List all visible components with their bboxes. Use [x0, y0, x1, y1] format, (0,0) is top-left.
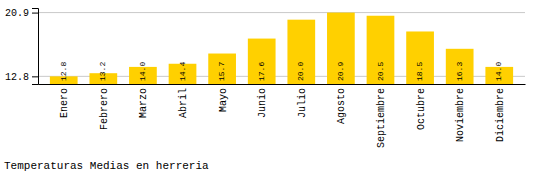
bar [446, 49, 474, 84]
tick-label: Diciembre [495, 88, 506, 142]
data-label: 16.3 [455, 62, 464, 81]
tick-label: Mayo [218, 88, 229, 112]
x-tick: Agosto [336, 88, 347, 124]
chart-svg: 12.8 13.2 14.0 14.4 15.7 17.6 20.0 20.9 20.5 18.5… [0, 0, 537, 174]
bar [248, 39, 276, 84]
axis-line [39, 84, 526, 85]
data-label: 17.6 [257, 62, 266, 81]
data-label: 20.5 [376, 62, 385, 81]
x-tick: Junio [257, 88, 268, 118]
tick-mark [32, 13, 38, 14]
bar [208, 54, 236, 84]
bars [50, 13, 513, 84]
tick-label: Agosto [336, 88, 347, 124]
tick-mark [32, 76, 38, 77]
data-label: 13.2 [98, 62, 107, 81]
data-label: 12.8 [59, 62, 68, 81]
data-label: 20.9 [336, 62, 345, 81]
tick-label: 12.8 [5, 72, 29, 83]
tick-label: Febrero [99, 88, 110, 130]
data-label: 14.0 [494, 62, 503, 81]
x-tick: Abril [178, 88, 189, 118]
tick-label: Marzo [138, 88, 149, 118]
tick-label: Noviembre [455, 88, 466, 142]
data-labels: 12.8 13.2 14.0 14.4 15.7 17.6 20.0 20.9 20.5 18.5… [59, 62, 504, 81]
bar [327, 13, 355, 84]
x-tick: Septiembre [376, 88, 387, 148]
x-tick: Julio [297, 88, 308, 118]
data-label: 14.0 [138, 62, 147, 81]
data-label: 18.5 [415, 62, 424, 81]
x-tick: Diciembre [495, 88, 506, 142]
tick-label: Julio [297, 88, 308, 118]
data-label: 14.4 [178, 62, 187, 81]
x-tick: Febrero [99, 88, 110, 130]
x-tick: Noviembre [455, 88, 466, 142]
x-tick: Octubre [416, 88, 427, 130]
bar [287, 20, 315, 84]
bar [406, 31, 434, 84]
y-tick: 20.9 [5, 8, 38, 19]
tick-label: Enero [59, 88, 70, 118]
title: Temperaturas Medias en herreria [4, 160, 209, 172]
grid-line [38, 12, 525, 13]
tick-label: Abril [178, 88, 189, 118]
tick-label: Septiembre [376, 88, 387, 148]
axis-line [32, 9, 39, 85]
data-label: 15.7 [217, 62, 226, 81]
tick-label: Octubre [416, 88, 427, 130]
y-tick: 12.8 [5, 72, 38, 83]
bar [367, 16, 395, 84]
chart-container: 12.8 13.2 14.0 14.4 15.7 17.6 20.0 20.9 20.5 18.5… [0, 0, 537, 174]
data-label: 20.0 [296, 62, 305, 81]
x-tick: Marzo [138, 88, 149, 118]
tick-label: 20.9 [5, 8, 29, 19]
x-tick: Enero [59, 88, 70, 118]
x-axis: Enero Febrero Marzo Abril Mayo Junio Julio Agos… [39, 85, 526, 149]
y-axis: 12.8 20.9 [5, 8, 39, 84]
x-tick: Mayo [218, 88, 229, 112]
tick-label: Junio [257, 88, 268, 118]
